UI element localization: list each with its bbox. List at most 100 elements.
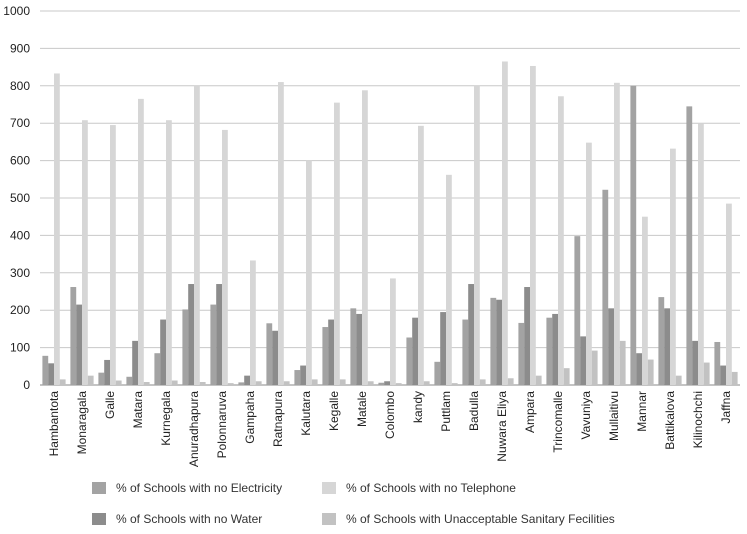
bar	[619, 340, 626, 385]
bar	[608, 308, 614, 385]
y-axis-tick-labels: 0 100 200 300 400 500 600 700 800 900 1000	[3, 4, 30, 392]
bar	[154, 353, 161, 385]
legend-swatch	[322, 513, 336, 525]
bars	[42, 61, 738, 386]
bar	[546, 317, 553, 385]
bar	[390, 278, 396, 385]
y-tick-label: 800	[10, 79, 30, 93]
legend-label: % of Schools with no Water	[116, 512, 263, 526]
bar	[82, 120, 88, 385]
bar	[423, 381, 430, 385]
bar	[70, 287, 77, 385]
legend-swatch	[92, 482, 106, 494]
x-tick-label: Matale	[355, 391, 369, 427]
legend-swatch	[322, 482, 336, 494]
bar	[479, 379, 486, 385]
bar	[54, 73, 60, 385]
bar	[563, 368, 570, 385]
bar	[272, 330, 278, 385]
bar	[440, 312, 446, 385]
bar	[110, 125, 116, 385]
bar-chart: 0 100 200 300 400 500 600 700 800 900 1000 Hambant…	[3, 4, 740, 467]
bar	[250, 260, 256, 385]
bar	[339, 379, 346, 385]
bar	[76, 304, 82, 385]
bar	[451, 383, 458, 385]
bar	[502, 61, 508, 386]
bar	[222, 129, 228, 385]
bar	[362, 90, 368, 386]
x-tick-label: Ampara	[523, 391, 537, 433]
x-tick-label: Monaragala	[75, 391, 89, 455]
bar	[630, 85, 637, 386]
bar	[104, 359, 110, 385]
y-tick-label: 500	[10, 191, 30, 205]
bar	[160, 319, 166, 385]
bar	[322, 327, 329, 385]
x-axis-tick-labels: Hambantota Monaragala Galle Matara Kurnegala…	[47, 391, 733, 467]
bar	[171, 380, 178, 385]
legend: % of Schools with no Electricity % of Sc…	[92, 481, 712, 533]
bar	[194, 85, 200, 386]
bar	[143, 382, 150, 385]
bar	[698, 123, 704, 385]
bar	[384, 381, 390, 385]
bar	[216, 284, 222, 385]
y-tick-label: 600	[10, 154, 30, 168]
bar	[591, 350, 598, 385]
bar	[138, 98, 144, 385]
bar	[350, 308, 357, 385]
y-tick-label: 900	[10, 41, 30, 55]
legend-label: % of Schools with no Telephone	[346, 481, 516, 495]
bar	[558, 96, 564, 385]
bar	[664, 308, 670, 385]
legend-item-no-telephone: % of Schools with no Telephone	[322, 481, 516, 495]
x-tick-label: Hambantota	[47, 391, 61, 457]
bar	[42, 355, 49, 385]
y-tick-label: 200	[10, 303, 30, 317]
x-tick-label: Trincomalle	[551, 391, 565, 453]
x-tick-label: Vavuniya	[579, 391, 593, 440]
y-tick-label: 300	[10, 266, 30, 280]
bar	[636, 353, 642, 385]
bar	[294, 370, 301, 385]
x-tick-label: Battikalova	[663, 391, 677, 450]
bar	[210, 304, 217, 385]
bar	[255, 381, 262, 385]
x-tick-label: Nuwara Eliya	[495, 391, 509, 462]
bar	[675, 375, 682, 385]
bar	[446, 174, 452, 385]
x-tick-label: Kurnegala	[159, 391, 173, 446]
bar	[311, 379, 318, 385]
bar	[703, 362, 710, 385]
x-tick-label: Jaffna	[719, 391, 733, 424]
bar	[474, 85, 480, 386]
bar	[227, 383, 234, 385]
bar	[518, 322, 525, 385]
bar	[418, 125, 424, 386]
bar	[434, 361, 441, 385]
legend-swatch	[92, 513, 106, 525]
bar	[266, 323, 273, 385]
bar	[59, 379, 66, 385]
x-tick-label: Kalutara	[299, 391, 313, 436]
bar	[300, 365, 306, 385]
x-tick-label: Puttlam	[439, 391, 453, 432]
bar	[367, 381, 374, 385]
bar	[658, 297, 665, 385]
bar	[244, 375, 250, 385]
bar	[182, 309, 189, 385]
x-tick-label: Kegalle	[327, 391, 341, 431]
y-tick-label: 400	[10, 228, 30, 242]
bar	[87, 375, 94, 385]
x-tick-label: Matara	[131, 391, 145, 429]
bar	[586, 142, 592, 385]
bar	[199, 382, 206, 385]
x-tick-label: Mullaitivu	[607, 391, 621, 441]
bar	[278, 82, 284, 385]
bar	[524, 287, 530, 385]
bar	[602, 189, 609, 385]
x-tick-label: kandy	[411, 391, 425, 423]
y-tick-label: 700	[10, 116, 30, 130]
bar	[670, 148, 676, 385]
